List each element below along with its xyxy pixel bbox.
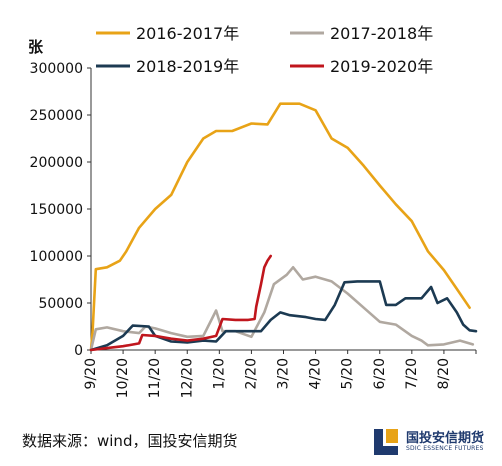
y-tick-label: 100000 (30, 249, 83, 265)
x-tick-label: 2/20 (243, 358, 259, 389)
x-tick-label: 5/20 (340, 358, 356, 389)
y-tick-label: 250000 (30, 108, 83, 124)
x-tick-label: 7/20 (404, 358, 420, 389)
legend-label: 2017-2018年 (330, 24, 433, 43)
y-tick-label: 0 (74, 343, 83, 359)
series-line (89, 254, 272, 352)
x-tick-label: 6/20 (372, 358, 388, 389)
legend-label: 2018-2019年 (136, 57, 239, 76)
x-tick-label: 10/20 (115, 358, 131, 398)
company-logo: 国投安信期货 SDIC ESSENCE FUTURES (370, 425, 496, 461)
x-tick-label: 8/20 (436, 358, 452, 389)
legend-label: 2019-2020年 (330, 57, 433, 76)
y-tick-label: 300000 (30, 61, 83, 77)
y-tick-label: 200000 (30, 155, 83, 171)
x-tick-label: 1/20 (211, 358, 227, 389)
y-tick-label: 50000 (38, 296, 83, 312)
x-tick-label: 3/20 (276, 358, 292, 389)
series-line (89, 102, 471, 352)
legend-label: 2016-2017年 (136, 24, 239, 43)
logo-name-cn: 国投安信期货 (406, 431, 485, 446)
logo-mark-icon (374, 429, 398, 455)
x-tick-label: 12/20 (179, 358, 195, 398)
x-tick-label: 9/20 (83, 358, 99, 389)
series-line (89, 280, 478, 352)
source-note: 数据来源：wind，国投安信期货 (22, 432, 238, 450)
x-tick-label: 4/20 (308, 358, 324, 389)
y-tick-label: 150000 (30, 202, 83, 218)
logo-name-en: SDIC ESSENCE FUTURES (406, 445, 484, 452)
y-unit-label: 张 (28, 38, 44, 56)
x-tick-label: 11/20 (147, 358, 163, 398)
series-line (89, 266, 475, 352)
